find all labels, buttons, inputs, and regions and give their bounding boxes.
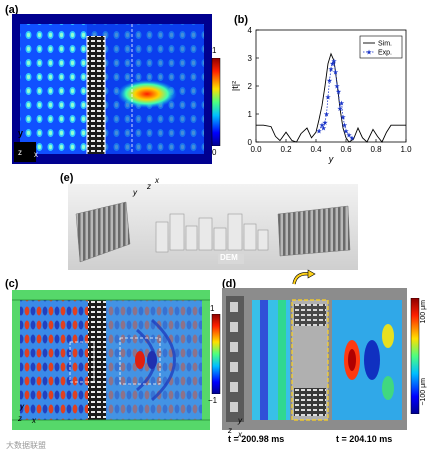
exp-point: ★ xyxy=(337,105,343,113)
y-tick-label: 0 xyxy=(248,138,253,147)
panel-b-label: (b) xyxy=(234,14,249,26)
panel-d-colorbar-max: 100 μm xyxy=(420,300,427,324)
panel-d-measurement xyxy=(222,288,407,430)
y-tick-label: 4 xyxy=(248,26,253,35)
y-tick-label: 2 xyxy=(248,82,253,91)
exp-point: ★ xyxy=(346,132,352,140)
exp-point: ★ xyxy=(341,122,347,130)
panel-d-axis-z: z xyxy=(228,426,232,435)
panel-e-axis-x: x xyxy=(155,176,159,185)
exp-point: ★ xyxy=(349,134,355,142)
panel-c-axis-z: z xyxy=(18,414,22,423)
panel-d-time-right: t = 204.10 ms xyxy=(336,434,393,444)
x-tick-label: 0.2 xyxy=(280,145,292,154)
panel-c-colorbar xyxy=(211,314,221,394)
panel-c-field-map xyxy=(12,290,210,430)
exp-point: ★ xyxy=(326,77,332,85)
watermark: 大数据联盟 xyxy=(6,441,46,450)
exp-point: ★ xyxy=(319,122,325,130)
exp-point: ★ xyxy=(338,99,344,107)
x-tick-label: 0.4 xyxy=(310,145,322,154)
x-axis-label: y xyxy=(328,154,334,164)
exp-point: ★ xyxy=(331,57,337,65)
panel-a-colorbar-min: 0 xyxy=(212,148,217,157)
exp-point: ★ xyxy=(335,88,341,96)
exp-point: ★ xyxy=(343,127,349,135)
panel-d-axis-y: y xyxy=(238,416,242,425)
panel-a-colorbar xyxy=(211,58,221,146)
exp-point: ★ xyxy=(334,83,340,91)
x-tick-label: 0.0 xyxy=(250,145,262,154)
panel-d-colorbar xyxy=(410,298,420,414)
y-tick-label: 1 xyxy=(248,110,253,119)
panel-d-axis-x: x xyxy=(238,430,242,439)
panel-e-axis-y: y xyxy=(133,188,137,197)
legend-exp-marker: ★ xyxy=(366,49,372,57)
x-tick-label: 0.8 xyxy=(370,145,382,154)
y-axis-label: |t|² xyxy=(232,81,240,91)
exp-point: ★ xyxy=(325,94,331,102)
panel-a-axis-x: x xyxy=(34,150,38,159)
panel-d-time-left: t = 200.98 ms xyxy=(228,434,285,444)
exp-point: ★ xyxy=(320,125,326,133)
exp-point: ★ xyxy=(316,127,322,135)
panel-e-axis-z: z xyxy=(147,182,151,191)
exp-point: ★ xyxy=(323,111,329,119)
exp-point: ★ xyxy=(329,60,335,68)
panel-c-axis-y: y xyxy=(20,402,24,411)
exp-point: ★ xyxy=(340,113,346,121)
legend-sim-label: Sim. xyxy=(378,41,392,48)
legend-box xyxy=(359,35,403,59)
panel-a-colorbar-max: 1 xyxy=(212,46,217,55)
sim-line xyxy=(256,52,406,143)
panel-c-colorbar-min: −1 xyxy=(208,396,218,405)
panel-a-axis-z: z xyxy=(18,148,22,157)
panel-d-label: (d) xyxy=(222,278,237,290)
panel-a-axis-y: y xyxy=(18,128,24,138)
panel-a-label: (a) xyxy=(5,4,19,16)
y-tick-label: 3 xyxy=(248,54,253,63)
exp-point: ★ xyxy=(328,66,334,74)
legend-exp-label: Exp. xyxy=(378,50,392,57)
panel-b-chart: 0.0 0.2 0.4 0.6 0.8 1.001234y|t|²★★★★★★★★★★★★… xyxy=(232,26,412,164)
panel-c-colorbar-max: 1 xyxy=(210,304,215,313)
panel-e-caption: DEM xyxy=(220,253,238,262)
curved-arrow-icon xyxy=(292,269,316,285)
exp-point: ★ xyxy=(332,69,338,77)
panel-c-label: (c) xyxy=(5,278,19,290)
panel-e-photo xyxy=(68,184,358,270)
panel-d-colorbar-min: −100 μm xyxy=(420,378,427,406)
panel-e-label: (e) xyxy=(60,172,74,184)
exp-point: ★ xyxy=(322,119,328,127)
x-tick-label: 1.0 xyxy=(400,145,412,154)
panel-a-field-map xyxy=(12,14,212,164)
panel-c-axis-x: x xyxy=(32,416,36,425)
x-tick-label: 0.6 xyxy=(340,145,352,154)
